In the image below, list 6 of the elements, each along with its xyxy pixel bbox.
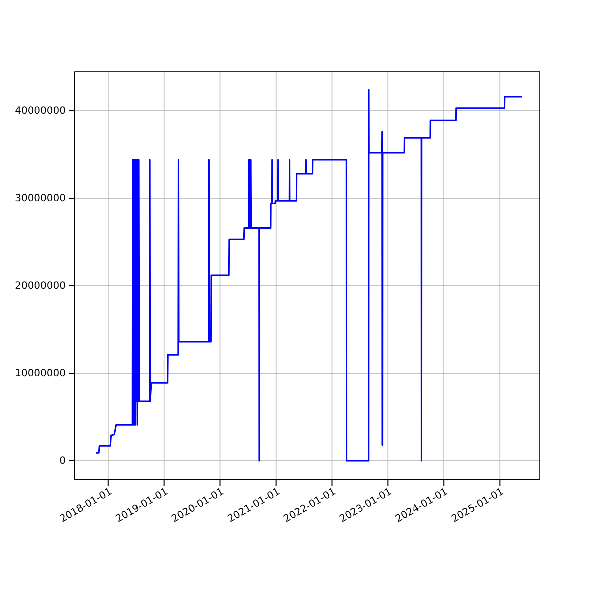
- line-series: [95, 89, 523, 462]
- y-tick-label: 10000000: [15, 368, 66, 380]
- y-tick-label: 20000000: [15, 281, 66, 292]
- y-tick-label: 40000000: [15, 106, 66, 118]
- y-tick-label: 30000000: [15, 194, 66, 205]
- y-tick-label: 0: [60, 456, 66, 468]
